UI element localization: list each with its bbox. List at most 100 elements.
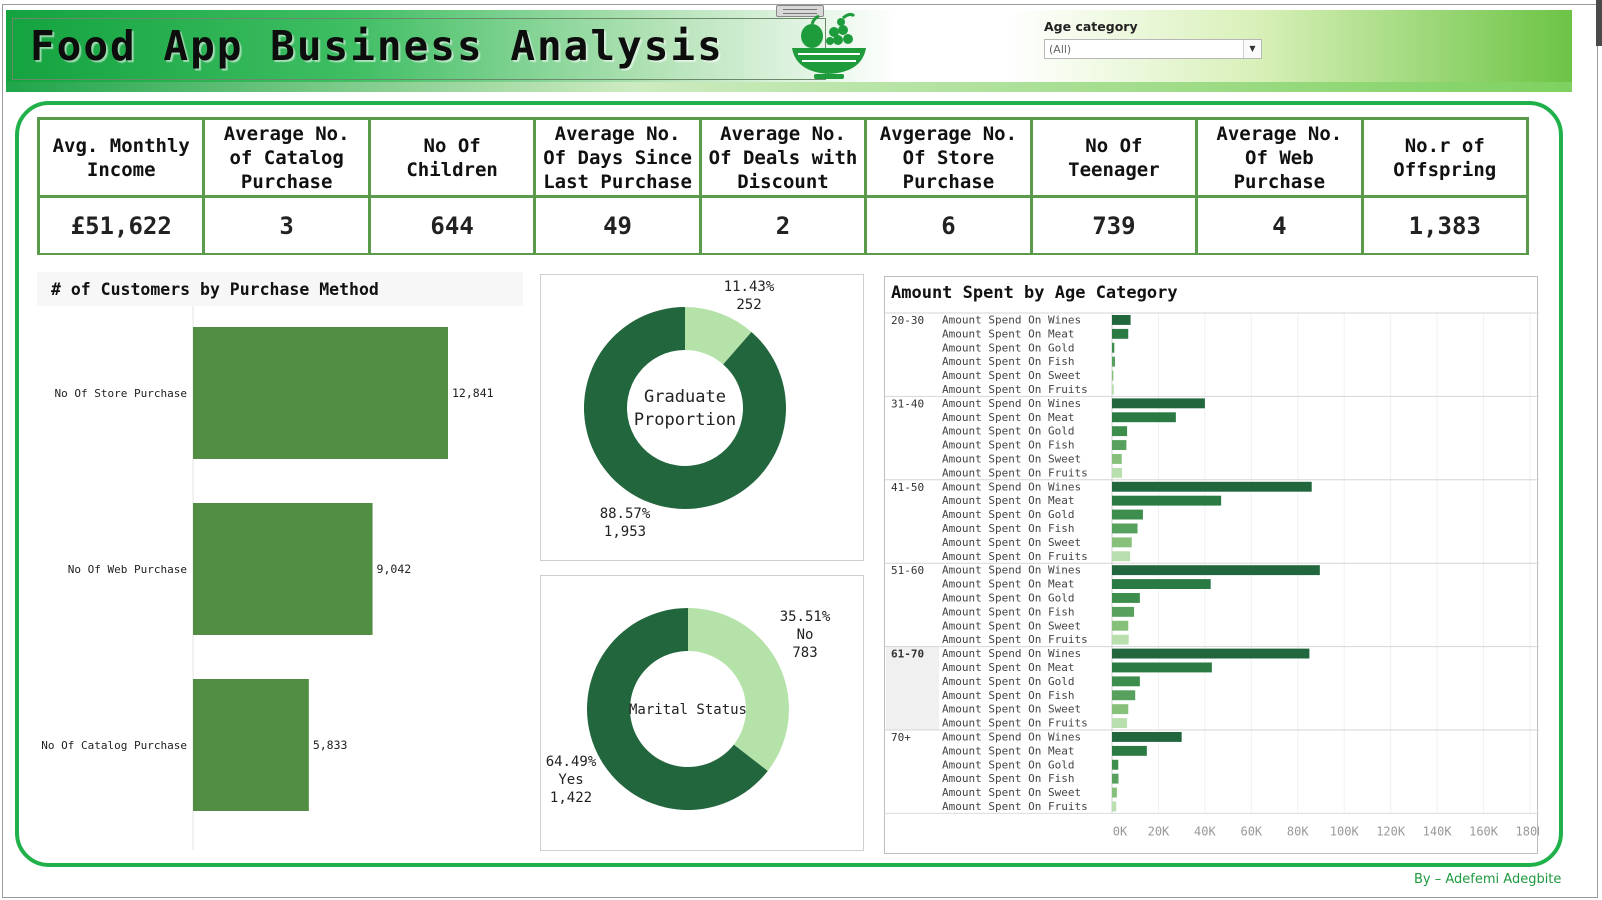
chart-title: Amount Spent by Age Category: [891, 283, 1178, 303]
header-banner: [6, 10, 1572, 92]
measure-label: Amount Spent On Gold: [942, 425, 1074, 438]
kpi-value: 4: [1198, 198, 1361, 253]
x-tick-label: 160K: [1469, 824, 1499, 838]
bar: [1112, 759, 1119, 770]
measure-label: Amount Spent On Gold: [942, 675, 1074, 688]
graduate-donut-chart: Graduate Proportion 11.43% 252 88.57% 1,953: [584, 279, 786, 540]
measure-label: Amount Spent On Gold: [942, 758, 1074, 771]
purchase-method-chart: 12,841 No Of Store Purchase 9,042 No Of Web…: [37, 306, 523, 850]
scrollbar[interactable]: [1596, 0, 1602, 46]
bar: [1112, 787, 1117, 798]
measure-label: Amount Spent On Fruits: [942, 717, 1088, 730]
kpi-value: £51,622: [40, 198, 203, 253]
bar: [1112, 648, 1310, 659]
age-spend-chart: 0K 20K 40K 60K 80K 100K 120K 140K 160K 180K 20-30 A…: [885, 312, 1539, 838]
age-category-select[interactable]: (All) ▼: [1044, 39, 1262, 59]
category-label: No Of Web Purchase: [68, 563, 187, 576]
author-credit: By – Adefemi Adegbite: [1414, 872, 1562, 887]
bar: [193, 327, 448, 459]
measure-label: Amount Spent On Sweet: [942, 369, 1081, 382]
measure-label: Amount Spend On Wines: [942, 397, 1081, 410]
measure-label: Amount Spent On Fruits: [942, 550, 1088, 563]
kpi-value: 644: [370, 198, 534, 253]
kpi-value: 2: [701, 198, 865, 253]
bar: [1112, 523, 1138, 534]
measure-label: Amount Spent On Fish: [942, 689, 1074, 702]
kpi-label: Avgerage No. Of Store Purchase: [867, 120, 1030, 195]
measure-label: Amount Spent On Meat: [942, 494, 1074, 507]
bar: [1112, 440, 1127, 450]
measure-label: Amount Spent On Fruits: [942, 383, 1088, 396]
kpi-table: Avg. Monthly Income Average No. of Catal…: [37, 117, 1529, 255]
measure-label: Amount Spent On Meat: [942, 744, 1074, 757]
donut-center-label: Graduate: [644, 387, 726, 407]
bar: [1112, 565, 1320, 576]
kpi-value: 49: [536, 198, 699, 253]
x-tick-label: 100K: [1330, 824, 1360, 838]
bar: [1112, 593, 1140, 603]
x-tick-label: 180K: [1516, 824, 1539, 838]
slice-percent-label: 35.51%: [780, 609, 831, 625]
bar: [1112, 426, 1128, 437]
measure-label: Amount Spent On Meat: [942, 327, 1074, 340]
donut-center-label: Proportion: [634, 410, 736, 430]
measure-label: Amount Spent On Sweet: [942, 536, 1081, 549]
drag-handle[interactable]: [776, 5, 824, 17]
measure-label: Amount Spend On Wines: [942, 731, 1081, 744]
bar: [1112, 412, 1176, 423]
content-border: [15, 101, 1563, 867]
x-tick-label: 120K: [1376, 824, 1406, 838]
group-label: 20-30: [891, 314, 924, 327]
measure-label: Amount Spent On Gold: [942, 508, 1074, 521]
slice-count-label: 1,422: [550, 790, 592, 806]
kpi-label: Average No. Of Deals with Discount: [701, 120, 865, 195]
group-label: 51-60: [891, 564, 924, 577]
bar: [1112, 328, 1129, 339]
bar: [1112, 690, 1136, 701]
bar: [1112, 315, 1131, 325]
chevron-down-icon[interactable]: ▼: [1243, 40, 1261, 58]
bar: [1112, 537, 1132, 548]
dashboard-title: Food App Business Analysis: [30, 22, 724, 70]
measure-label: Amount Spent On Fish: [942, 355, 1074, 368]
measure-label: Amount Spent On Sweet: [942, 786, 1081, 799]
measure-label: Amount Spent On Sweet: [942, 619, 1081, 632]
age-spend-panel: Amount Spent by Age Category 0K 20K 40K 60K…: [884, 276, 1539, 854]
donut-slice: [688, 608, 789, 771]
donut-slice: [584, 307, 786, 509]
donut-center-label: Marital Status: [629, 702, 747, 718]
header-stripe: [6, 82, 1572, 92]
kpi-value: 1,383: [1363, 198, 1526, 253]
age-filter-value: (All): [1049, 43, 1072, 56]
data-label: 9,042: [377, 562, 412, 576]
slice-percent-label: 88.57%: [600, 506, 651, 522]
bar: [1112, 773, 1119, 784]
bar: [1112, 634, 1129, 645]
measure-label: Amount Spent On Meat: [942, 411, 1074, 424]
graduate-proportion-panel: Graduate Proportion 11.43% 252 88.57% 1,953: [540, 274, 864, 561]
bar: [1112, 356, 1116, 367]
bar: [1112, 551, 1131, 562]
kpi-label: Average No. Of Days Since Last Purchase: [536, 120, 699, 195]
slice-percent-label: 11.43%: [724, 279, 775, 295]
group-label: 31-40: [891, 397, 924, 410]
slice-percent-label: 64.49%: [546, 754, 597, 770]
dashboard-frame: [2, 4, 1598, 898]
group-label: 70+: [891, 731, 911, 744]
x-tick-label: 80K: [1287, 824, 1309, 838]
bar: [1112, 398, 1205, 409]
donut-slice: [587, 608, 768, 810]
group-highlight: [886, 646, 939, 730]
age-category-filter: Age category (All) ▼: [1044, 19, 1268, 59]
category-label: No Of Store Purchase: [55, 387, 187, 400]
bar: [1112, 495, 1222, 506]
measure-label: Amount Spent On Gold: [942, 592, 1074, 605]
group-label: 41-50: [891, 481, 924, 494]
measure-label: Amount Spent On Sweet: [942, 453, 1081, 466]
purchase-method-panel: # of Customers by Purchase Method 12,841…: [37, 272, 523, 850]
x-tick-label: 20K: [1148, 824, 1170, 838]
measure-label: Amount Spend On Wines: [942, 314, 1081, 327]
bar: [1112, 704, 1129, 715]
bar: [1112, 732, 1182, 742]
bar: [193, 503, 373, 635]
